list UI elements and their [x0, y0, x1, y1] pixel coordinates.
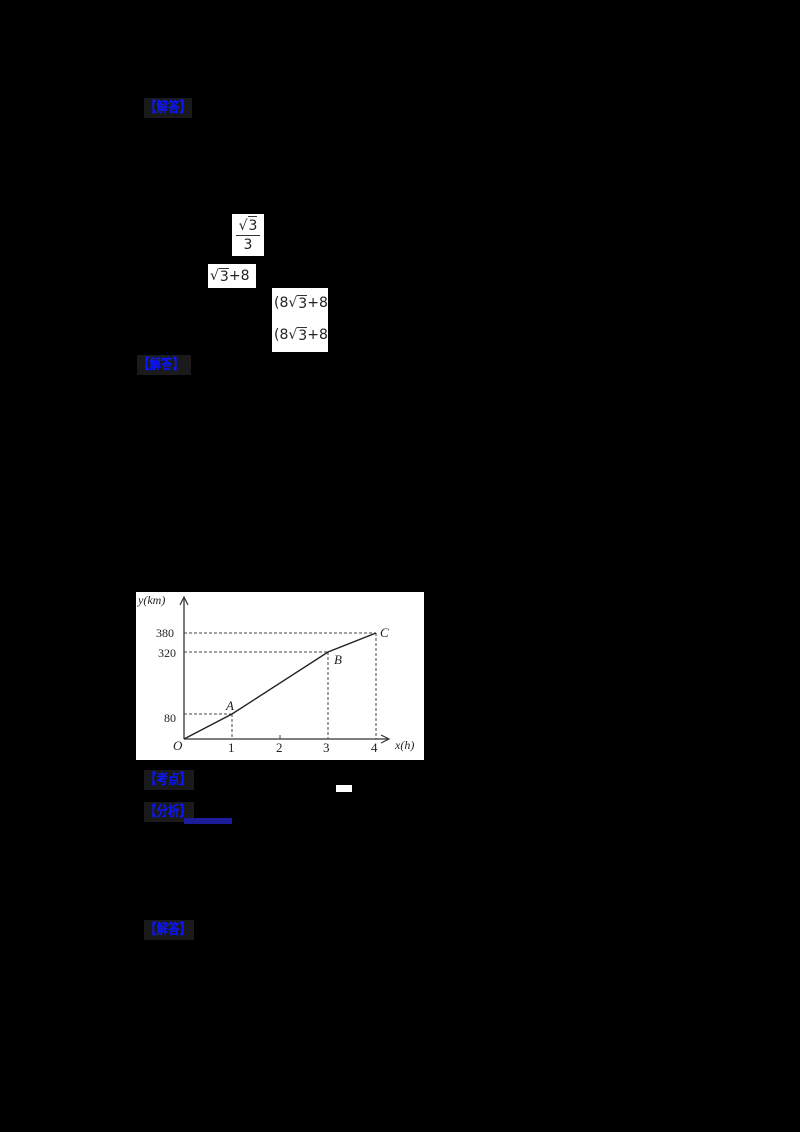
section-label-analysis: 【分析】	[144, 802, 194, 822]
section-label-text: 【考点】	[145, 772, 191, 788]
section-label-text: 【解答】	[145, 922, 191, 938]
svg-text:3: 3	[323, 740, 330, 755]
math-expr-8sqrt3-plus-8-a: (8 √ 3 +8	[272, 288, 328, 318]
svg-text:2: 2	[276, 740, 283, 755]
math-fraction-sqrt3-over-3: √3 3	[232, 214, 264, 256]
svg-text:A: A	[225, 698, 234, 713]
svg-text:80: 80	[164, 711, 176, 725]
fraction-numerator: √3	[235, 216, 261, 236]
svg-text:x(h): x(h)	[394, 738, 414, 752]
section-label-answer: 【解答】	[144, 98, 192, 118]
radicand: 3	[297, 294, 308, 312]
section-label-text: 【分析】	[145, 804, 191, 820]
math-expr-sqrt3-plus-8: √ 3 +8	[208, 264, 256, 288]
radicand: 3	[297, 326, 308, 344]
section-label-text: 【解答】	[138, 357, 184, 373]
section-label-answer-3: 【解答】	[144, 920, 194, 940]
distance-time-graph: y(km) 380 320 80 O 1 2 3 4 x(h) A B C	[136, 592, 424, 760]
section-label-text: 【解答】	[145, 100, 191, 116]
svg-text:y(km): y(km)	[137, 593, 165, 607]
expr-tail: +8	[307, 327, 328, 343]
expr-tail: +8	[307, 295, 328, 311]
math-expr-8sqrt3-plus-8-b: (8 √ 3 +8	[272, 318, 328, 352]
line-chart: y(km) 380 320 80 O 1 2 3 4 x(h) A B C	[137, 593, 414, 755]
svg-text:1: 1	[228, 740, 235, 755]
fraction-denominator: 3	[243, 237, 253, 253]
expr-head: (8	[274, 327, 289, 343]
svg-text:380: 380	[156, 626, 174, 640]
blank-placeholder	[336, 785, 352, 792]
svg-text:320: 320	[158, 646, 176, 660]
svg-text:B: B	[334, 652, 342, 667]
svg-text:O: O	[173, 738, 183, 753]
svg-text:C: C	[380, 625, 389, 640]
radicand: 3	[247, 216, 258, 234]
section-label-test-point: 【考点】	[144, 770, 194, 790]
section-label-answer-2: 【解答】	[137, 355, 191, 375]
radicand: 3	[218, 267, 229, 285]
expr-tail: +8	[228, 268, 250, 284]
expr-head: (8	[274, 295, 289, 311]
svg-text:4: 4	[371, 740, 378, 755]
analysis-underline	[184, 818, 232, 824]
